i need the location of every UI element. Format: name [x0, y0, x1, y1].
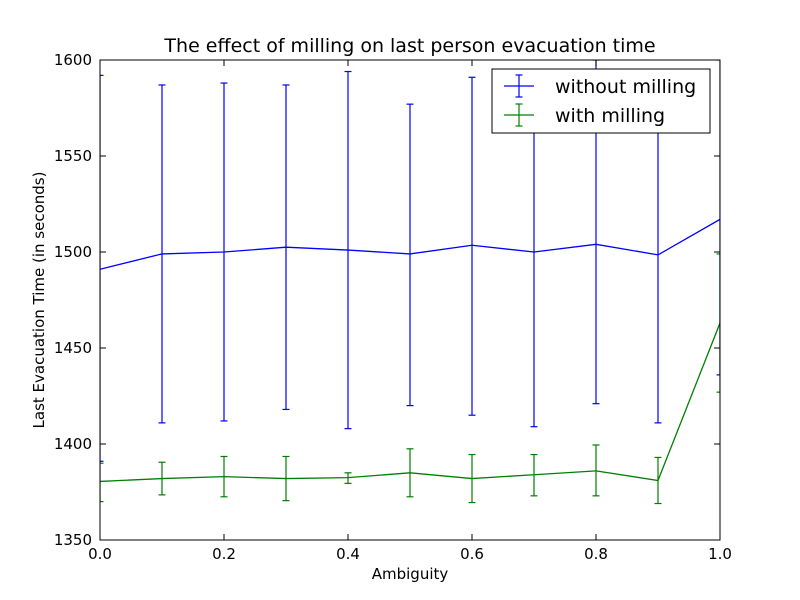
y-tick-label: 1450	[54, 339, 92, 357]
x-tick-label: 0.0	[88, 545, 112, 563]
x-axis-label: Ambiguity	[372, 565, 449, 583]
y-tick-label: 1550	[54, 147, 92, 165]
x-tick-label: 0.4	[336, 545, 360, 563]
series-line	[100, 322, 720, 483]
legend-label: without milling	[555, 76, 696, 98]
y-axis-label: Last Evacuation Time (in seconds)	[30, 172, 48, 429]
x-tick-label: 1.0	[708, 545, 732, 563]
x-tick-label: 0.6	[460, 545, 484, 563]
series-line	[100, 218, 720, 270]
legend-box	[491, 68, 711, 134]
series-1	[100, 60, 720, 462]
y-tick-label: 1500	[54, 243, 92, 261]
series-2	[100, 253, 720, 505]
legend-entry-1: without milling	[504, 74, 696, 98]
plot-frame	[99, 59, 721, 541]
legend-label: with milling	[555, 105, 665, 127]
legend-entry-2: with milling	[504, 103, 665, 127]
y-tick-label: 1400	[54, 435, 92, 453]
x-tick-label: 0.2	[212, 545, 236, 563]
y-tick-label: 1350	[54, 531, 92, 549]
y-tick-label: 1600	[54, 51, 92, 69]
x-tick-label: 0.8	[584, 545, 608, 563]
chart-title: The effect of milling on last person eva…	[163, 35, 655, 57]
